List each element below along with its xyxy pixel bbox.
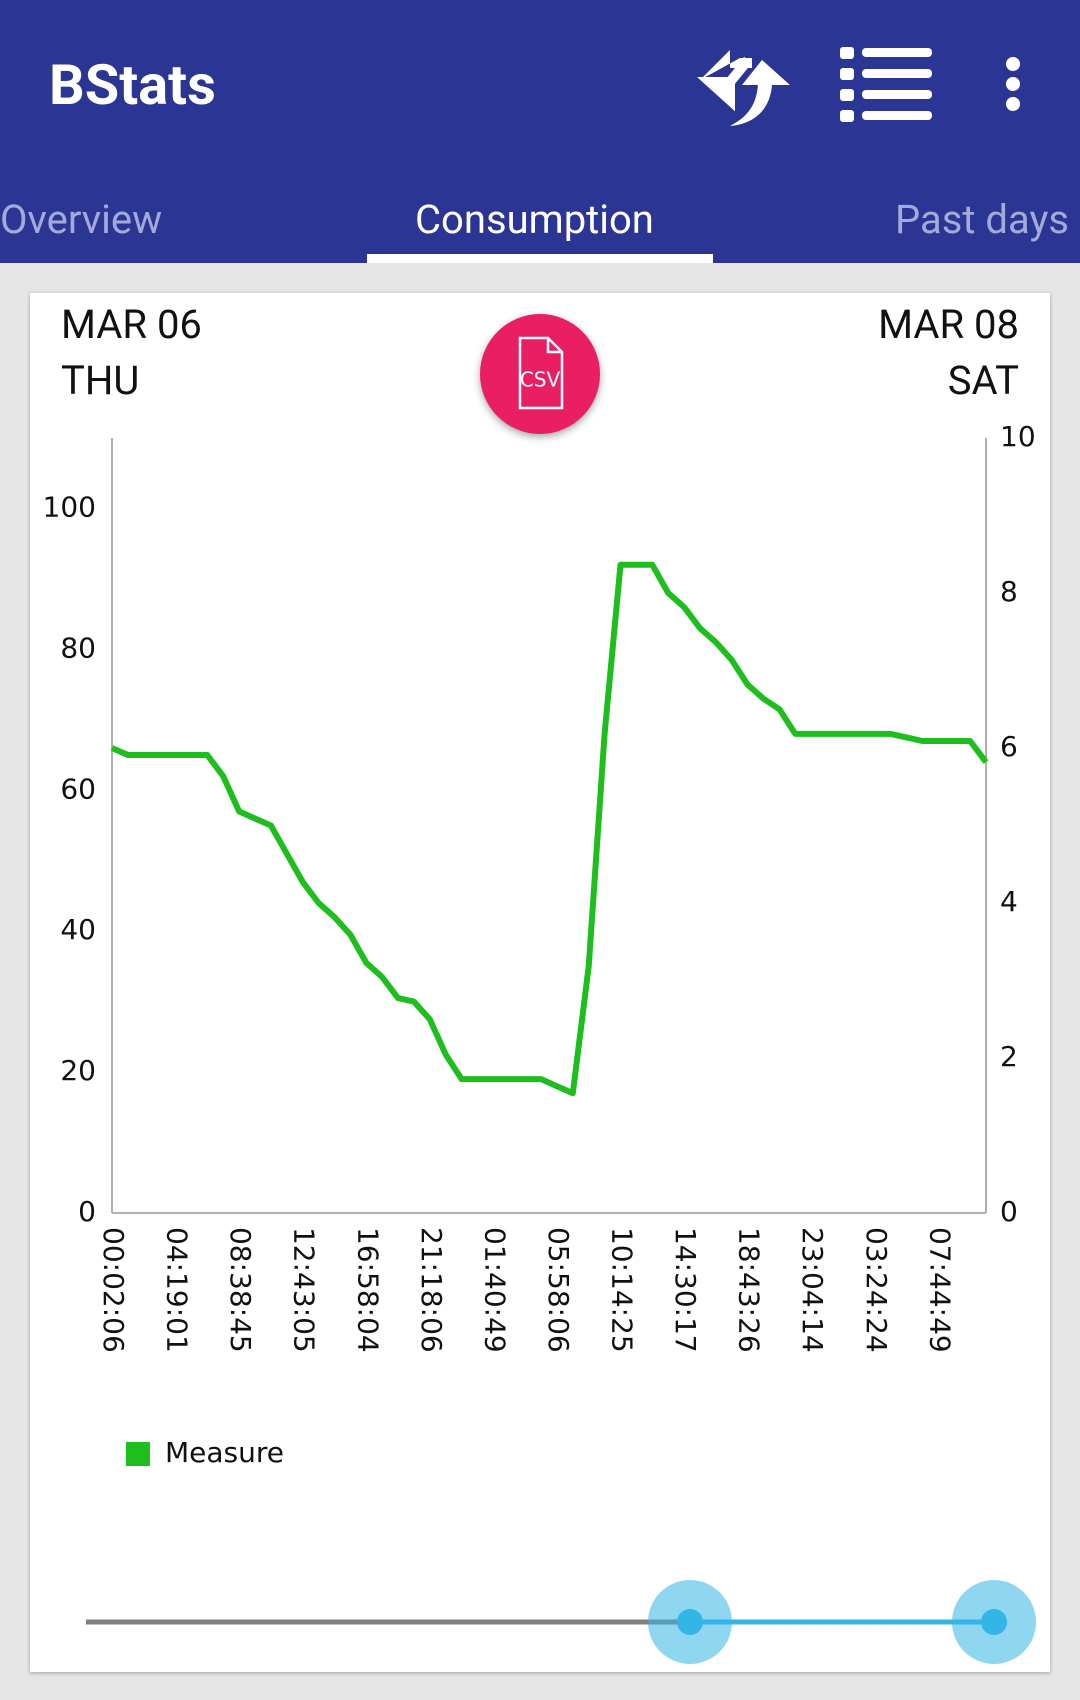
x-tick-label: 16:58:04 [351, 1227, 384, 1353]
y-tick-label: 40 [60, 913, 96, 946]
overflow-menu[interactable] [995, 55, 1035, 115]
y-tick-label: 0 [78, 1195, 96, 1228]
tab[interactable]: Past days [895, 196, 1070, 243]
x-tick-label: 03:24:24 [860, 1227, 893, 1353]
file-icon [518, 336, 564, 410]
menu-dots [1006, 57, 1020, 111]
x-tick-label: 12:43:05 [288, 1227, 321, 1353]
series-line [110, 561, 989, 1097]
y2-tick-label: 0 [1000, 1195, 1018, 1228]
slider-thumb-core [981, 1609, 1007, 1635]
x-tick-label: 01:40:49 [478, 1227, 511, 1353]
csv-button[interactable] [480, 314, 600, 434]
legend-label: Measure [165, 1436, 284, 1469]
x-tick-label: 04:19:01 [161, 1227, 194, 1353]
y2-tick-label: 8 [1000, 575, 1018, 608]
slider-thumb-core [677, 1609, 703, 1635]
x-tick-label: 10:14:25 [606, 1227, 639, 1353]
y2-tick-label: 2 [1000, 1040, 1018, 1073]
end-day: SAT [947, 357, 1019, 404]
list-icon [840, 47, 932, 122]
x-tick-label: 21:18:06 [415, 1227, 448, 1353]
y2-tick-label: 10 [1000, 420, 1036, 453]
x-tick-label: 14:30:17 [669, 1227, 702, 1353]
x-tick-label: 07:44:49 [923, 1227, 956, 1353]
csv-label: CSV [520, 368, 561, 392]
tab[interactable]: Consumption [415, 196, 654, 243]
sync-icon [696, 56, 752, 112]
tab[interactable]: Overview [0, 196, 163, 243]
y2-tick-label: 6 [1000, 730, 1018, 763]
x-tick-label: 18:43:26 [733, 1227, 766, 1353]
sync-button[interactable] [690, 30, 800, 140]
sync-icon [730, 60, 790, 126]
legend-swatch [126, 1442, 150, 1466]
y-tick-label: 20 [60, 1054, 96, 1087]
y2-tick-label: 4 [1000, 885, 1018, 918]
y-tick-label: 100 [43, 490, 96, 523]
list-button[interactable] [836, 44, 936, 124]
y-tick-label: 80 [60, 631, 96, 664]
sync-icon [700, 50, 752, 80]
card: MAR 06 THU MAR 08 SAT [30, 293, 1050, 1672]
app-bar: BStats Overview Consumption Past days [0, 0, 1080, 263]
x-tick-label: 08:38:45 [224, 1227, 257, 1353]
x-tick-label: 23:04:14 [796, 1227, 829, 1353]
end-date: MAR 08 [878, 301, 1019, 348]
start-date: MAR 06 [61, 301, 202, 348]
start-day: THU [61, 357, 140, 404]
x-tick-label: 00:02:06 [97, 1227, 130, 1353]
tab-indicator [367, 254, 713, 263]
app-title: BStats [49, 52, 216, 118]
y-tick-label: 60 [60, 772, 96, 805]
x-tick-label: 05:58:06 [542, 1227, 575, 1353]
